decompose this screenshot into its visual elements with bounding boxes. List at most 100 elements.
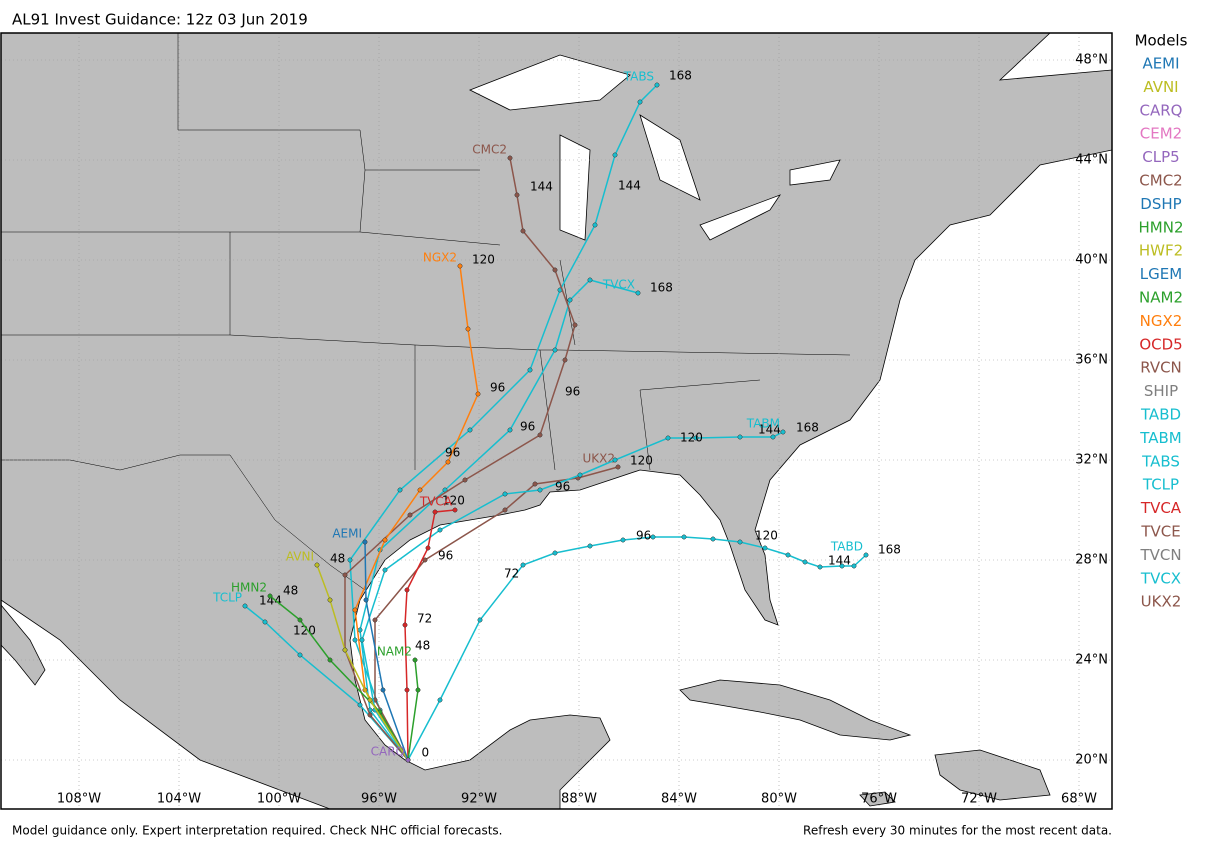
track-point [620, 537, 626, 543]
hour-label: 96 [445, 446, 460, 460]
hour-label: 120 [630, 454, 653, 468]
track-point [297, 617, 303, 623]
footer-left: Model guidance only. Expert interpretati… [12, 824, 503, 838]
track-name: TVCX [602, 278, 635, 292]
track-name: TVCA [419, 495, 453, 509]
hour-label: 168 [650, 281, 673, 295]
lake-superior [469, 54, 631, 111]
legend-entry: TVCA [1140, 499, 1182, 517]
track-point [347, 557, 353, 563]
lake-erie [699, 194, 782, 241]
lat-tick-label: 44°N [1075, 153, 1108, 168]
baja [1, 604, 46, 686]
track-point [567, 297, 573, 303]
track-name: TABD [830, 540, 863, 554]
track-point [635, 290, 641, 296]
lake-michigan [559, 134, 591, 241]
lat-tick-label: 32°N [1075, 453, 1108, 468]
track-point [359, 637, 365, 643]
track-point [802, 559, 808, 565]
track-point [457, 263, 463, 269]
track-point [552, 267, 558, 273]
legend-entry: OCD5 [1139, 335, 1182, 353]
hour-label: 168 [669, 69, 692, 83]
track-point [507, 155, 513, 161]
hour-label: 48 [283, 584, 298, 598]
track-point [572, 322, 578, 328]
track-point [851, 563, 857, 569]
footer-right: Refresh every 30 minutes for the most re… [803, 824, 1112, 838]
hour-label: 144 [758, 423, 781, 437]
track-point [762, 545, 768, 551]
hour-label: 72 [417, 612, 432, 626]
track-point [352, 637, 358, 643]
track-point [437, 527, 443, 533]
hour-label: 48 [415, 639, 430, 653]
hispaniola [934, 749, 1051, 801]
track-point [665, 435, 671, 441]
legend-entry: HWF2 [1139, 242, 1183, 260]
legend-entry: DSHP [1140, 195, 1181, 213]
track-point [405, 757, 411, 763]
jamaica [859, 791, 896, 807]
track-line [359, 279, 639, 761]
track-point [615, 464, 621, 470]
track-point [562, 357, 568, 363]
track-point [382, 567, 388, 573]
lat-tick-label: 40°N [1075, 253, 1108, 268]
lon-tick-label: 92°W [461, 792, 497, 807]
track-point [817, 564, 823, 570]
lon-tick-label: 100°W [257, 792, 301, 807]
track-point [770, 434, 776, 440]
track-point [520, 562, 526, 568]
lake-ontario [789, 159, 841, 186]
track-name: NGX2 [423, 251, 457, 265]
track-point [357, 702, 363, 708]
track-point [839, 563, 845, 569]
track-point [262, 619, 268, 625]
track-point [452, 507, 458, 513]
track-point [314, 562, 320, 568]
track-point [612, 152, 618, 158]
legend-entry: AEMI [1142, 55, 1179, 73]
lon-tick-label: 76°W [861, 792, 897, 807]
track-point [650, 534, 656, 540]
hour-label: 96 [438, 549, 453, 563]
legend-entry: CMC2 [1139, 172, 1182, 190]
track-point [552, 550, 558, 556]
track-point [537, 432, 543, 438]
hour-label: 96 [636, 529, 651, 543]
legend-entry: TABS [1141, 452, 1180, 470]
legend-entry: CEM2 [1140, 125, 1182, 143]
track-point [404, 687, 410, 693]
track-name: NAM2 [377, 645, 412, 659]
track-line [349, 84, 658, 761]
track-point [380, 687, 386, 693]
map: 96 144 168 TABS 120 144 TCLP 168 TVCX 96 144 CMC2 96… [1, 33, 1112, 809]
track-point [397, 487, 403, 493]
lon-tick-label: 68°W [1061, 792, 1097, 807]
track-point [367, 712, 373, 718]
track-name: HMN2 [231, 581, 267, 595]
track-point [425, 545, 431, 551]
legend-entry: AVNI [1143, 78, 1178, 96]
track-point [432, 509, 438, 515]
track-point [462, 477, 468, 483]
legend-entry: TVCX [1140, 569, 1181, 587]
hour-label: 144 [618, 179, 641, 193]
track-point [362, 539, 368, 545]
track-point [507, 427, 513, 433]
legend-entry: NAM2 [1139, 289, 1183, 307]
track-point [587, 543, 593, 549]
hour-label: 144 [828, 554, 851, 568]
hour-label: 72 [504, 567, 519, 581]
track-point [382, 537, 388, 543]
hour-label: 120 [755, 529, 778, 543]
legend-entry: CARQ [1140, 101, 1183, 119]
legend-entry: TABM [1139, 429, 1182, 447]
track-point [352, 607, 358, 613]
track-point [552, 347, 558, 353]
track-point [502, 491, 508, 497]
lat-tick-label: 48°N [1075, 53, 1108, 68]
